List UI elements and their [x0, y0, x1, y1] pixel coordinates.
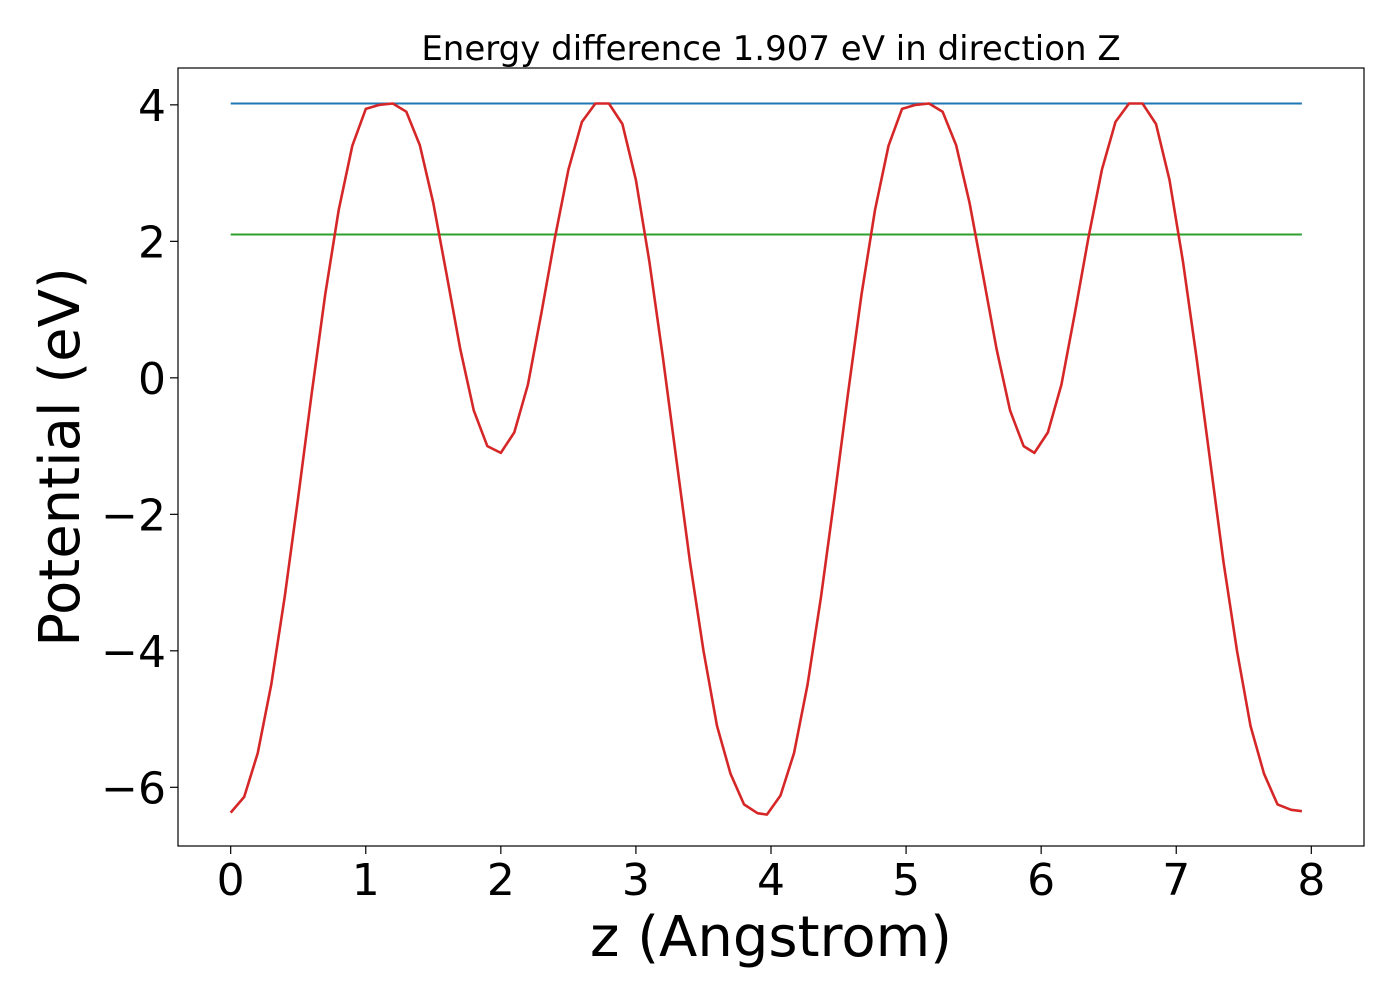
- x-tick-label: 1: [352, 855, 380, 906]
- y-tick-label: 2: [138, 217, 166, 268]
- x-tick-label: 4: [757, 855, 785, 906]
- plot-frame: [177, 67, 1365, 847]
- y-tick-label: −2: [101, 490, 166, 541]
- x-tick-label: 7: [1162, 855, 1190, 906]
- chart-title: Energy difference 1.907 eV in direction …: [421, 29, 1120, 69]
- x-tick-label: 8: [1297, 855, 1325, 906]
- y-tick-label: 0: [138, 354, 166, 405]
- y-tick-label: −6: [101, 763, 166, 814]
- y-axis-label: Potential (eV): [28, 267, 93, 647]
- y-axis: −6 −4 −2 0 2 4: [101, 81, 178, 814]
- x-tick-label: 2: [487, 855, 515, 906]
- y-tick-label: 4: [138, 81, 166, 132]
- series-line-3: [229, 102, 1303, 816]
- x-axis: 0 1 2 3 4 5 6 7 8: [217, 846, 1325, 906]
- x-tick-label: 3: [622, 855, 650, 906]
- x-tick-label: 6: [1027, 855, 1055, 906]
- x-tick-label: 5: [892, 855, 920, 906]
- plot-lines: [229, 102, 1303, 816]
- x-tick-label: 0: [217, 855, 245, 906]
- x-axis-label: z (Angstrom): [590, 905, 952, 970]
- y-tick-label: −4: [101, 627, 166, 678]
